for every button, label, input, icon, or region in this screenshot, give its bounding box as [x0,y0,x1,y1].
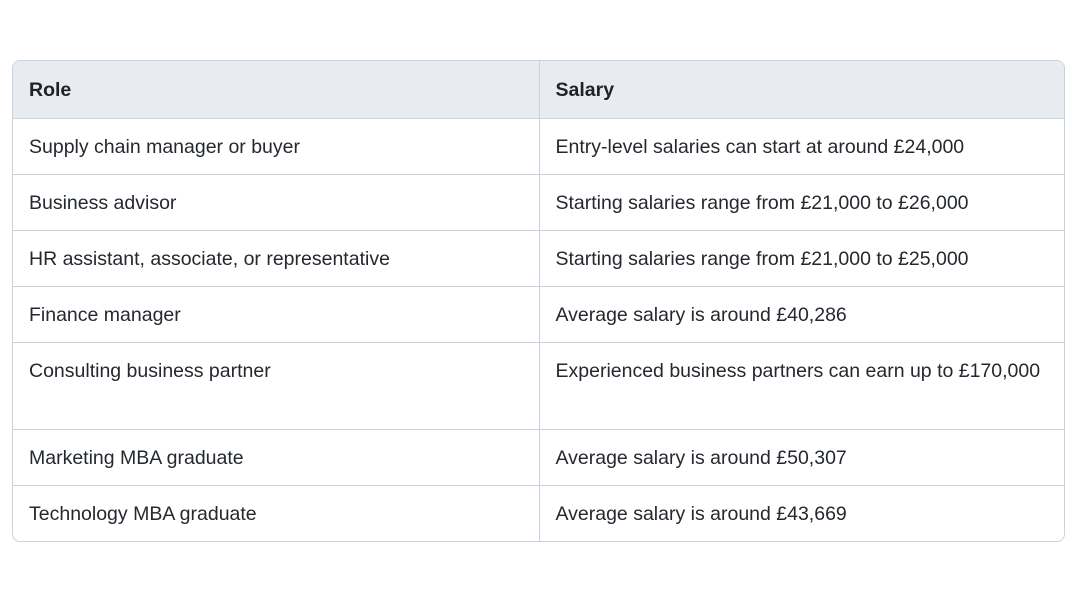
table-header-row: Role Salary [13,61,1064,119]
header-role: Role [13,61,539,119]
role-cell: Business advisor [13,174,539,231]
salary-cell: Average salary is around £50,307 [538,429,1064,486]
salary-table: Role Salary Supply chain manager or buye… [13,61,1064,541]
salary-cell: Entry-level salaries can start at around… [538,118,1064,175]
salary-cell: Starting salaries range from £21,000 to … [538,174,1064,231]
salary-table-container: Role Salary Supply chain manager or buye… [12,60,1065,542]
role-cell: Supply chain manager or buyer [13,118,539,175]
role-cell: Technology MBA graduate [29,502,257,525]
salary-cell: Average salary is around £43,669 [538,485,1064,541]
role-cell: Marketing MBA graduate [13,429,539,486]
salary-cell: Average salary is around £40,286 [538,286,1064,343]
table-row: Technology MBA graduate Average salary i… [13,485,1064,541]
table-row: Business advisor Starting salaries range… [13,174,1064,231]
table-row: Consulting business partner Experienced … [13,342,1064,430]
table-row: Supply chain manager or buyer Entry-leve… [13,118,1064,175]
table-row: HR assistant, associate, or representati… [13,230,1064,287]
role-cell: HR assistant, associate, or representati… [13,230,539,287]
header-salary: Salary [538,61,1064,119]
salary-cell: Experienced business partners can earn u… [538,342,1064,430]
table-row: Finance manager Average salary is around… [13,286,1064,343]
role-cell: Consulting business partner [13,342,539,430]
role-cell: Finance manager [13,286,539,343]
table-row: Marketing MBA graduate Average salary is… [13,429,1064,486]
salary-cell: Starting salaries range from £21,000 to … [538,230,1064,287]
